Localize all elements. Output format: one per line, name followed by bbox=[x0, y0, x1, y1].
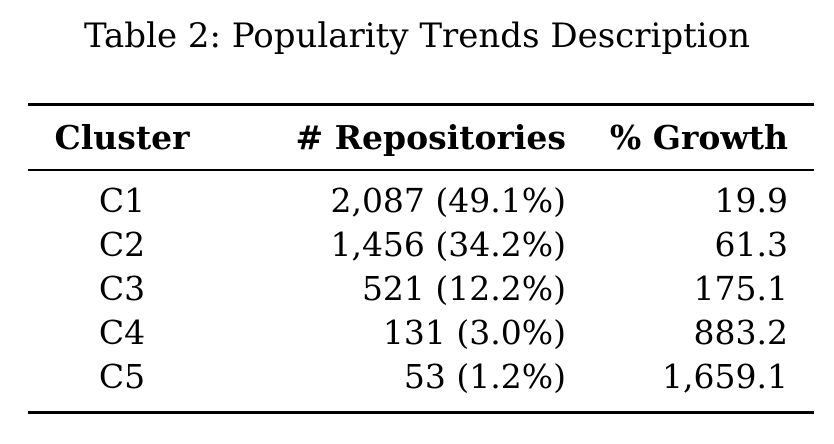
cell-repositories: 2,087 (49.1%) bbox=[330, 181, 566, 220]
cell-cluster: C4 bbox=[98, 313, 146, 352]
cell-growth: 175.1 bbox=[693, 269, 788, 308]
table-row: C2 1,456 (34.2%) 61.3 bbox=[28, 223, 814, 267]
table-row: C3 521 (12.2%) 175.1 bbox=[28, 267, 814, 311]
header-repositories: # Repositories bbox=[295, 118, 566, 157]
cell-growth: 883.2 bbox=[693, 313, 788, 352]
cell-repositories: 131 (3.0%) bbox=[382, 313, 566, 352]
bottom-rule bbox=[28, 411, 814, 414]
cell-growth: 1,659.1 bbox=[662, 357, 788, 396]
header-growth: % Growth bbox=[609, 118, 788, 157]
header-row: Cluster # Repositories % Growth bbox=[28, 113, 814, 163]
cell-repositories: 1,456 (34.2%) bbox=[330, 225, 566, 264]
cell-cluster: C5 bbox=[98, 357, 146, 396]
cell-cluster: C2 bbox=[98, 225, 146, 264]
cell-growth: 19.9 bbox=[714, 181, 788, 220]
table-row: C5 53 (1.2%) 1,659.1 bbox=[28, 355, 814, 399]
header-cluster: Cluster bbox=[54, 118, 190, 157]
cell-cluster: C3 bbox=[98, 269, 146, 308]
table-body: C1 2,087 (49.1%) 19.9 C2 1,456 (34.2%) 6… bbox=[28, 179, 814, 399]
table-caption: Table 2: Popularity Trends Description bbox=[84, 16, 750, 56]
table-row: C4 131 (3.0%) 883.2 bbox=[28, 311, 814, 355]
cell-cluster: C1 bbox=[98, 181, 146, 220]
table-header: Cluster # Repositories % Growth bbox=[28, 113, 814, 163]
header-rule bbox=[28, 169, 814, 171]
cell-growth: 61.3 bbox=[714, 225, 788, 264]
cell-repositories: 53 (1.2%) bbox=[403, 357, 566, 396]
top-rule bbox=[28, 103, 814, 106]
cell-repositories: 521 (12.2%) bbox=[361, 269, 566, 308]
table-row: C1 2,087 (49.1%) 19.9 bbox=[28, 179, 814, 223]
